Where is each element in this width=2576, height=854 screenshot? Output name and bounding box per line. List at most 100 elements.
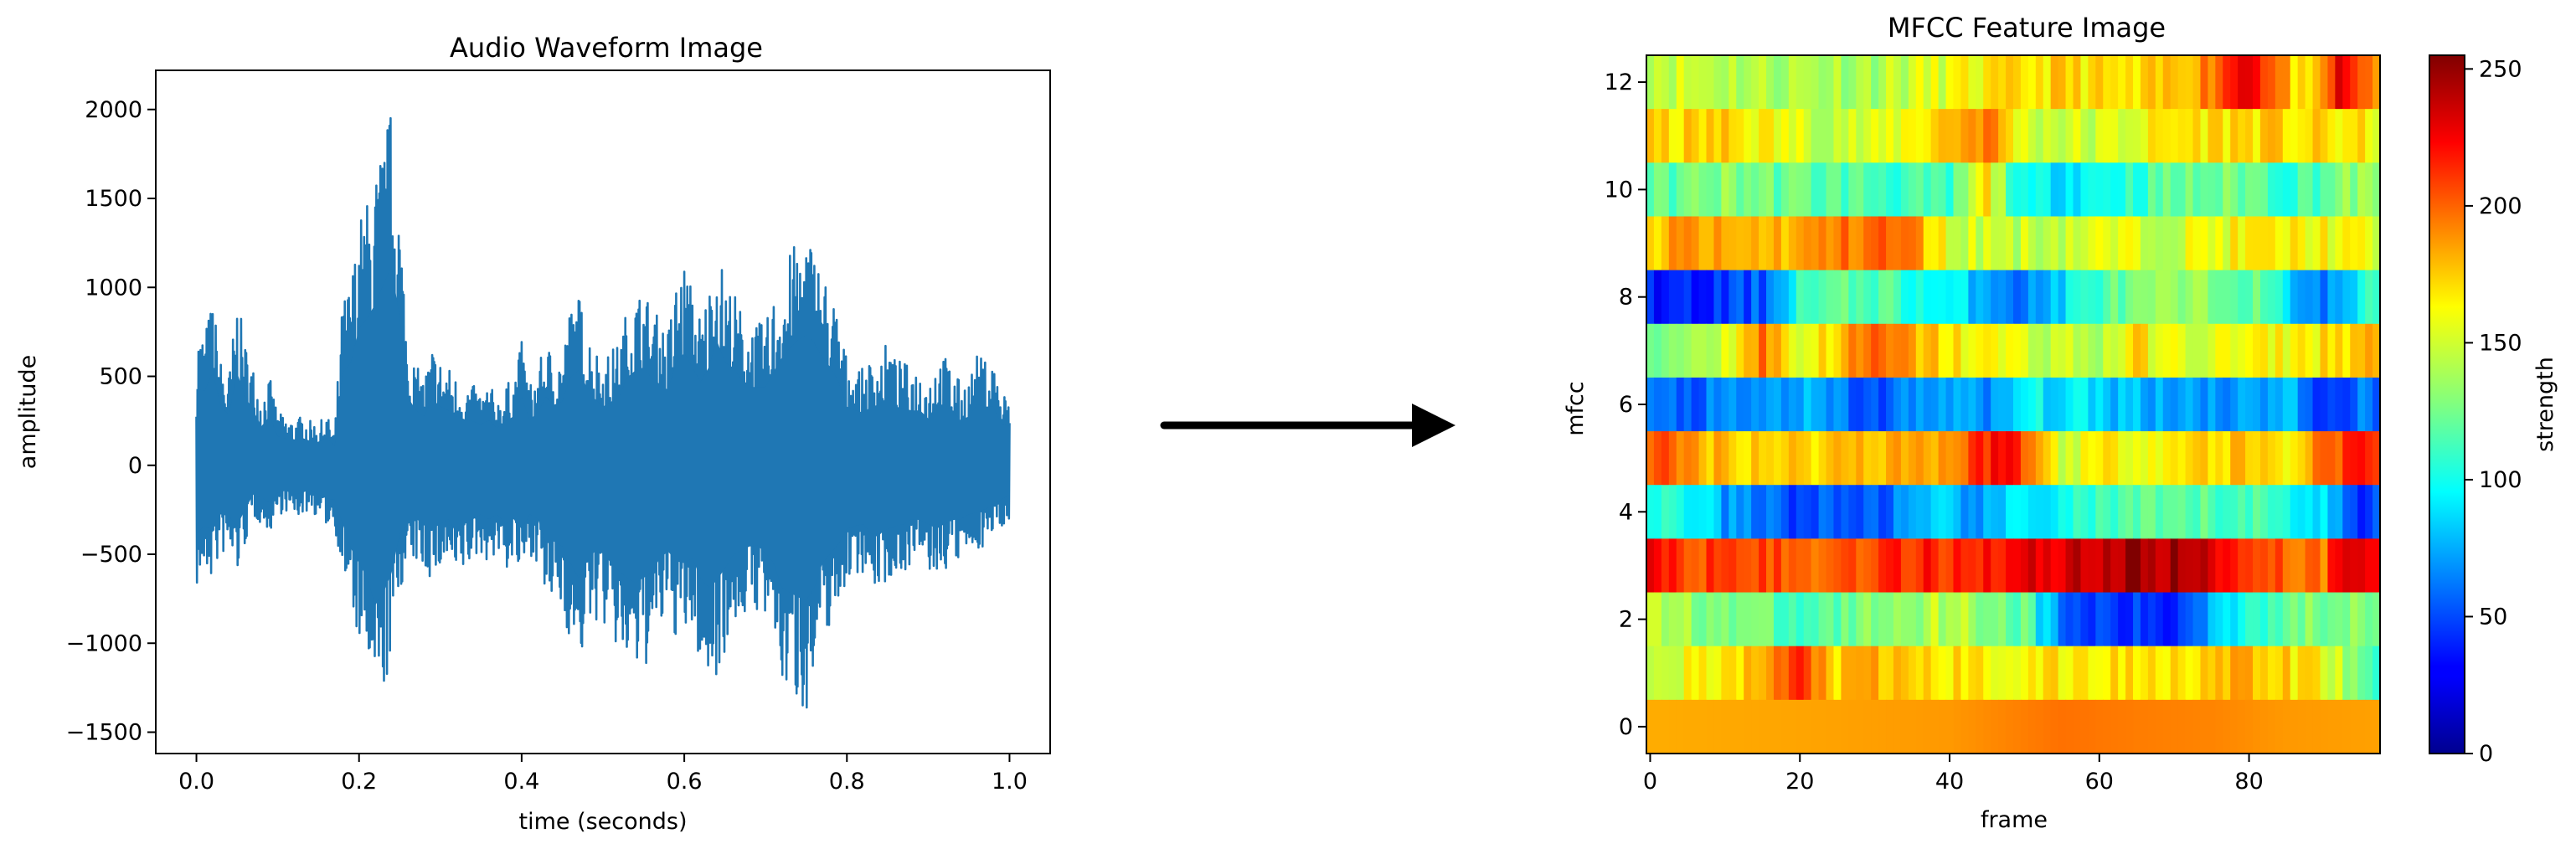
mfcc-cell [2282, 699, 2291, 754]
mfcc-cell [2253, 646, 2261, 701]
mfcc-cell [2170, 270, 2179, 325]
mfcc-cell [2253, 431, 2261, 486]
mfcc-cell [2357, 162, 2366, 218]
mfcc-cell [1818, 431, 1827, 486]
mfcc-cell [1766, 109, 1775, 163]
mfcc-cell [2223, 162, 2231, 218]
mfcc-cell [1856, 216, 1864, 271]
mfcc-cell [2133, 485, 2141, 539]
mfcc-cell [1938, 55, 1947, 110]
mfcc-cell [2043, 162, 2052, 218]
mfcc-cell [1991, 485, 1999, 539]
mfcc-cell [1856, 270, 1864, 325]
mfcc-cell [2350, 699, 2358, 754]
mfcc-cell [1998, 485, 2007, 539]
mfcc-cell [1721, 538, 1729, 594]
mfcc-cell [2230, 646, 2239, 701]
mfcc-cell [1826, 592, 1835, 647]
mfcc-cell [1886, 323, 1894, 378]
mfcc-cell [2058, 377, 2067, 432]
mfcc-cell [1998, 55, 2007, 110]
mfcc-cell [1953, 216, 1962, 271]
mfcc-cell [1795, 377, 1805, 432]
mfcc-cell [1728, 699, 1737, 754]
mfcc-cell [1811, 109, 1820, 163]
mfcc-cell [1713, 162, 1722, 218]
mfcc-cell [1646, 538, 1655, 594]
mfcc-cell [2215, 646, 2223, 701]
mfcc-cell [2312, 377, 2321, 432]
mfcc-cell [2125, 431, 2134, 486]
mfcc-cell [2275, 485, 2284, 539]
mfcc-cell [1833, 431, 1842, 486]
mfcc-cell [2200, 538, 2209, 594]
mfcc-cell [1698, 431, 1708, 486]
mfcc-cell [2357, 216, 2366, 271]
mfcc-cell [2006, 485, 2014, 539]
mfcc-cell [2058, 323, 2067, 378]
mfcc-cell [2245, 323, 2254, 378]
colorbar-tick-label: 50 [2479, 604, 2507, 630]
mfcc-cell [1811, 270, 1820, 325]
mfcc-cell [1945, 592, 1955, 647]
mfcc-cell [1759, 431, 1767, 486]
mfcc-cell [2027, 377, 2037, 432]
mfcc-cell [1976, 538, 1984, 594]
mfcc-cell [1691, 55, 1700, 110]
mfcc-cell [1653, 699, 1662, 754]
mfcc-cell [1676, 431, 1685, 486]
mfcc-cell [2372, 162, 2381, 218]
mfcc-cell [1736, 538, 1744, 594]
mfcc-cell [2185, 646, 2194, 701]
mfcc-cell [2155, 699, 2164, 754]
mfcc-cell [2245, 109, 2254, 163]
colorbar-tick-label: 200 [2479, 193, 2522, 219]
mfcc-cell [1721, 592, 1729, 647]
mfcc-cell [2118, 592, 2126, 647]
mfcc-cell [2350, 592, 2358, 647]
mfcc-cell [2342, 592, 2351, 647]
mfcc-cell [2125, 699, 2134, 754]
mfcc-cell [2140, 377, 2149, 432]
mfcc-cell [2133, 538, 2141, 594]
mfcc-cell [2155, 485, 2164, 539]
mfcc-cell [2006, 216, 2014, 271]
mfcc-cell [2297, 377, 2306, 432]
mfcc-cell [1683, 485, 1692, 539]
mfcc-cell [1698, 377, 1708, 432]
mfcc-cell [2027, 109, 2037, 163]
mfcc-cell [2027, 216, 2037, 271]
mfcc-cell [2110, 55, 2119, 110]
mfcc-cell [1856, 109, 1864, 163]
mfcc-cell [2342, 699, 2351, 754]
mfcc-cell [1938, 216, 1947, 271]
mfcc-cell [2027, 646, 2037, 701]
mfcc-cell [2103, 699, 2111, 754]
mfcc-cell [2073, 431, 2082, 486]
mfcc-cell [2118, 431, 2126, 486]
mfcc-cell [1766, 485, 1775, 539]
mfcc-cell [1841, 485, 1849, 539]
mfcc-cell [2110, 538, 2119, 594]
mfcc-cell [2327, 216, 2336, 271]
mfcc-cell [1945, 646, 1955, 701]
mfcc-cell [1683, 109, 1692, 163]
mfcc-cell [2208, 109, 2216, 163]
mfcc-cell [1998, 109, 2007, 163]
mfcc-cell [1968, 592, 1976, 647]
mfcc-cell [1826, 270, 1835, 325]
mfcc-cell [2253, 592, 2261, 647]
mfcc-cell [2259, 109, 2269, 163]
mfcc-cell [1795, 431, 1805, 486]
mfcc-cell [1751, 538, 1759, 594]
mfcc-cell [1698, 109, 1708, 163]
mfcc-cell [1759, 377, 1767, 432]
mfcc-cell [2147, 55, 2156, 110]
mfcc-cell [1676, 216, 1685, 271]
mfcc-cell [1818, 592, 1827, 647]
mfcc-cell [1930, 323, 1940, 378]
mfcc-cell [2006, 55, 2014, 110]
colorbar-label: strength [2532, 357, 2558, 452]
mfcc-cell [1878, 485, 1887, 539]
mfcc-cell [1915, 216, 1924, 271]
